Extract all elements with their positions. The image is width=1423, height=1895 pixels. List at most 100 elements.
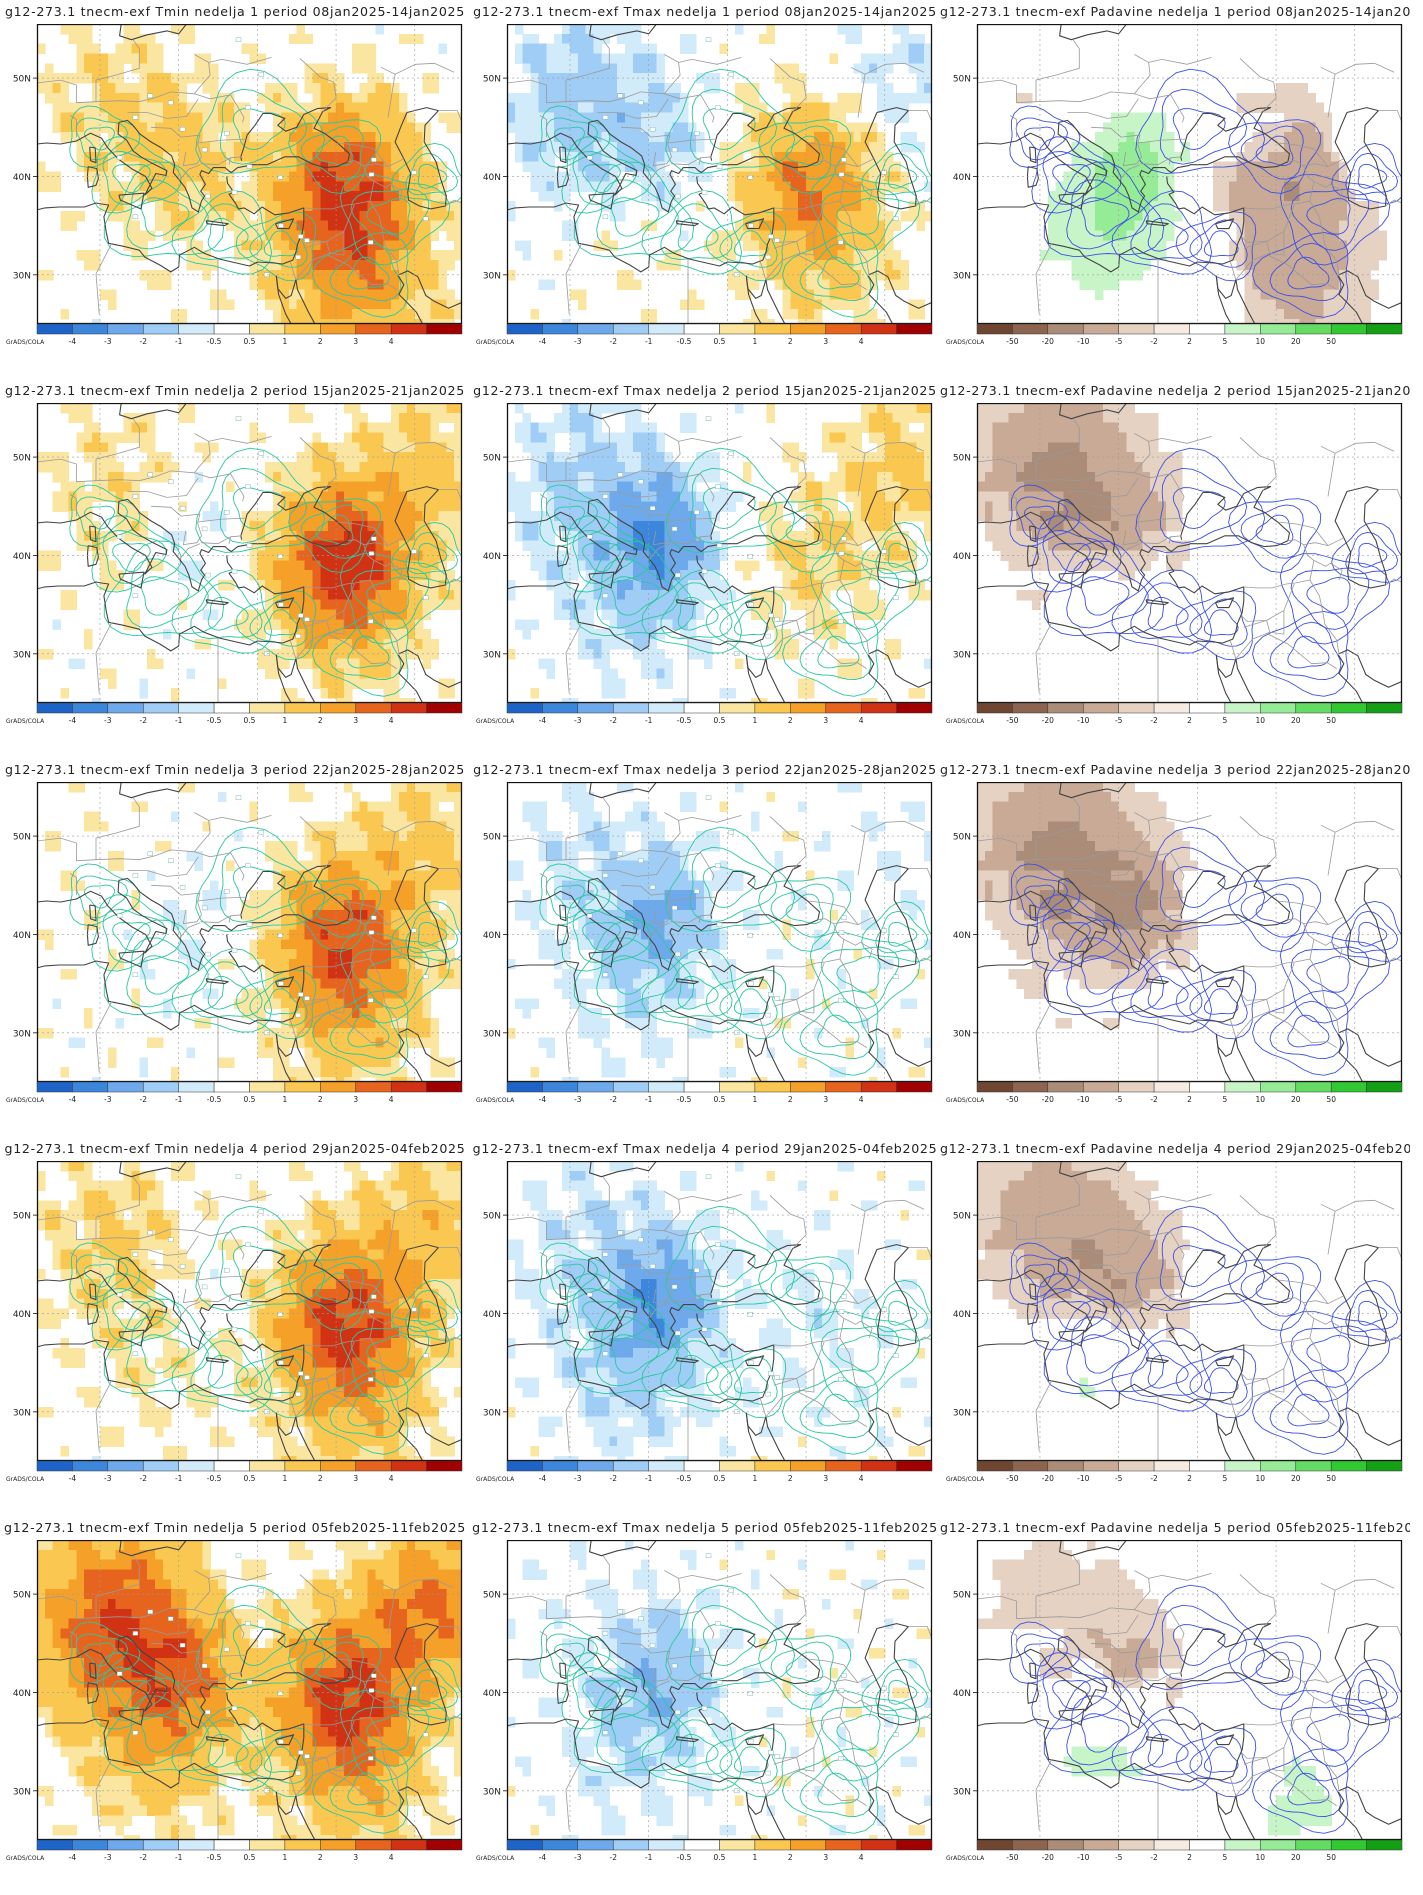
- map-canvas: 50N40N30N10E20E30E40E50E: [13, 1540, 463, 1840]
- colorbar-label: -2: [610, 337, 618, 346]
- colorbar-label: -2: [1150, 1095, 1158, 1104]
- colorbar-swatch: [976, 1460, 1013, 1472]
- colorbar-swatch: [1366, 1460, 1403, 1472]
- colorbar-label: 3: [823, 1095, 828, 1104]
- anomaly-field: [37, 782, 462, 1082]
- colorbar-label: -3: [574, 1853, 582, 1862]
- colorbar-swatch: [72, 1460, 109, 1472]
- colorbar-label: -2: [610, 1095, 618, 1104]
- forecast-map-panel: g12-273.1 tnecm-exf Padavine nedelja 2 p…: [940, 379, 1410, 757]
- colorbar-swatch: [1012, 702, 1049, 714]
- colorbar-swatch: [1012, 323, 1049, 335]
- colorbar-swatch: [1118, 323, 1155, 335]
- colorbar-label: -3: [574, 337, 582, 346]
- lat-tick-label: 50N: [13, 833, 31, 843]
- colorbar-swatch: [648, 702, 685, 714]
- map-canvas: 50N40N30N10E20E30E40E50E: [953, 1161, 1403, 1461]
- map-canvas: 50N40N30N10E20E30E40E50E: [13, 1161, 463, 1461]
- colorbar-label: 10: [1256, 1474, 1266, 1483]
- map-frame: [506, 782, 933, 1082]
- colorbar-swatch: [355, 1839, 392, 1851]
- colorbar-swatch: [1260, 1839, 1296, 1851]
- lat-tick-label: 40N: [483, 931, 501, 941]
- colorbar-label: 5: [1223, 1853, 1228, 1862]
- lat-tick-label: 40N: [953, 1310, 971, 1320]
- colorbar-label: -3: [104, 1095, 112, 1104]
- forecast-map-panel: g12-273.1 tnecm-exf Padavine nedelja 5 p…: [940, 1516, 1410, 1894]
- grads-credit: GrADS/COLA: [6, 1855, 45, 1862]
- colorbar-swatch: [36, 1839, 73, 1851]
- forecast-map-panel: g12-273.1 tnecm-exf Tmin nedelja 4 perio…: [0, 1137, 470, 1515]
- colorbar-label: 1: [753, 1474, 758, 1483]
- colorbar-swatch: [72, 702, 109, 714]
- country-borders: [37, 418, 462, 703]
- colorbar-label: 4: [859, 716, 864, 725]
- colorbar: -4 -3 -2 -1 -0.5 0.5 1 2 3 4 GrADS/COLA: [476, 702, 933, 725]
- colorbar-label: -0.5: [677, 337, 692, 346]
- forecast-map-panel: g12-273.1 tnecm-exf Tmax nedelja 4 perio…: [470, 1137, 940, 1515]
- colorbar-swatch: [426, 323, 463, 335]
- map-frame: [36, 403, 463, 703]
- colorbar-label: -1: [175, 716, 183, 725]
- colorbar-label: 3: [353, 716, 358, 725]
- graticule: [37, 1540, 462, 1840]
- country-borders: [507, 1555, 932, 1840]
- colorbar-label: 0.5: [244, 1095, 256, 1104]
- colorbar-label: -1: [175, 1474, 183, 1483]
- colorbar-swatch: [1260, 1081, 1296, 1093]
- colorbar-swatch: [1083, 1081, 1119, 1093]
- grads-credit: GrADS/COLA: [476, 1476, 515, 1483]
- colorbar-label: 2: [788, 1095, 793, 1104]
- panel-title: g12-273.1 tnecm-exf Tmax nedelja 3 perio…: [473, 762, 937, 777]
- station-markers: [116, 24, 429, 278]
- lat-tick-label: 40N: [953, 552, 971, 562]
- colorbar-swatch: [1047, 1839, 1084, 1851]
- colorbar-swatch: [790, 1460, 826, 1472]
- graticule: [37, 24, 462, 324]
- colorbar-swatch: [1083, 1460, 1119, 1472]
- colorbar-swatch: [178, 323, 215, 335]
- colorbar-swatch: [213, 1081, 250, 1093]
- panel-title: g12-273.1 tnecm-exf Padavine nedelja 1 p…: [940, 4, 1410, 19]
- colorbar: -4 -3 -2 -1 -0.5 0.5 1 2 3 4 GrADS/COLA: [6, 1081, 463, 1104]
- lat-tick-label: 40N: [13, 173, 31, 183]
- forecast-map-panel: g12-273.1 tnecm-exf Padavine nedelja 3 p…: [940, 758, 1410, 1136]
- panel-title: g12-273.1 tnecm-exf Tmax nedelja 4 perio…: [472, 1141, 938, 1156]
- colorbar-swatch: [143, 1839, 179, 1851]
- forecast-map-panel: g12-273.1 tnecm-exf Padavine nedelja 1 p…: [940, 0, 1410, 378]
- lat-tick-label: 30N: [483, 1408, 501, 1418]
- map-canvas: 50N40N30N10E20E30E40E50E: [13, 24, 463, 324]
- graticule: [977, 782, 1402, 1082]
- map-canvas: 50N40N30N10E20E30E40E50E: [483, 1161, 933, 1461]
- forecast-map-panel: g12-273.1 tnecm-exf Tmax nedelja 1 perio…: [470, 0, 940, 378]
- colorbar-swatch: [284, 1081, 321, 1093]
- coastlines: [37, 403, 462, 703]
- colorbar-swatch: [1260, 1460, 1296, 1472]
- colorbar-swatch: [1083, 1839, 1119, 1851]
- colorbar-label: -4: [539, 1853, 547, 1862]
- colorbar-label: 3: [823, 716, 828, 725]
- map-canvas: 50N40N30N10E20E30E40E50E: [483, 403, 933, 703]
- colorbar-label: 1: [283, 716, 288, 725]
- lat-tick-label: 30N: [483, 1029, 501, 1039]
- colorbar-label: 10: [1256, 716, 1266, 725]
- map-canvas: 50N40N30N10E20E30E40E50E: [483, 1540, 933, 1840]
- colorbar-label: 1: [283, 1474, 288, 1483]
- lat-tick-label: 40N: [953, 931, 971, 941]
- colorbar-label: -1: [645, 337, 653, 346]
- lat-tick-label: 30N: [953, 1029, 971, 1039]
- lat-tick-label: 40N: [13, 552, 31, 562]
- panel-title: g12-273.1 tnecm-exf Padavine nedelja 2 p…: [940, 383, 1410, 398]
- colorbar-swatch: [506, 702, 543, 714]
- colorbar-label: 4: [389, 337, 394, 346]
- colorbar-label: 2: [788, 337, 793, 346]
- grads-credit: GrADS/COLA: [476, 1855, 515, 1862]
- colorbar-label: 0.5: [714, 337, 726, 346]
- colorbar-label: 5: [1223, 337, 1228, 346]
- colorbar: -4 -3 -2 -1 -0.5 0.5 1 2 3 4 GrADS/COLA: [6, 1460, 463, 1483]
- colorbar-label: 50: [1326, 1095, 1336, 1104]
- colorbar-swatch: [577, 702, 614, 714]
- map-canvas: 50N40N30N10E20E30E40E50E: [953, 24, 1403, 324]
- colorbar-swatch: [107, 1081, 144, 1093]
- country-borders: [37, 1176, 462, 1461]
